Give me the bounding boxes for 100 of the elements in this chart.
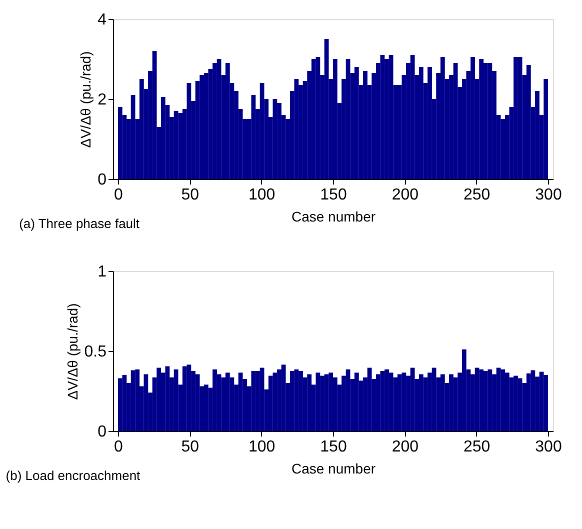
bar — [118, 107, 122, 179]
bar — [204, 73, 208, 179]
bar — [354, 67, 359, 179]
bar — [402, 372, 406, 431]
bar — [504, 372, 510, 431]
y-tick-label: 0 — [98, 424, 107, 440]
bar — [290, 371, 294, 431]
bar — [496, 368, 501, 431]
y-axis-title: ΔV/Δθ (pu./rad) — [78, 51, 94, 148]
bar — [535, 91, 540, 179]
bar — [281, 364, 286, 431]
bar — [130, 95, 136, 179]
bar — [410, 368, 415, 431]
x-tick-label: 150 — [320, 186, 347, 204]
bar — [320, 376, 324, 431]
bar — [479, 59, 484, 179]
bar — [462, 349, 466, 431]
x-tick-label: 250 — [463, 186, 490, 204]
bar — [500, 119, 506, 179]
y-axis-title: ΔV/Δθ (pu./rad) — [64, 303, 80, 400]
bar — [216, 59, 222, 179]
bar — [118, 378, 122, 431]
bar — [174, 111, 178, 179]
bar — [332, 59, 338, 179]
bar — [272, 372, 278, 431]
bar — [346, 369, 350, 431]
y-tick-label: 2 — [98, 92, 107, 108]
x-axis-title: Case number — [291, 460, 376, 476]
bar — [479, 369, 484, 431]
bar — [418, 67, 424, 179]
bar — [311, 59, 316, 179]
x-tick-label: 250 — [463, 438, 490, 456]
bar — [135, 369, 140, 431]
text: (a) Three phase fault — [19, 216, 140, 231]
bar — [152, 51, 157, 179]
bar — [500, 369, 506, 431]
bar — [432, 368, 436, 431]
x-tick-label: 50 — [181, 438, 200, 456]
bar — [139, 79, 144, 179]
bar — [316, 372, 320, 431]
bar — [174, 369, 178, 431]
x-tick-label: 150 — [320, 438, 347, 456]
bar — [526, 65, 531, 179]
bar — [238, 372, 243, 431]
bar — [410, 55, 415, 179]
bar — [260, 83, 264, 179]
bar — [156, 368, 162, 431]
bar — [518, 57, 522, 179]
y-tick-label: 0.5 — [84, 344, 107, 360]
bar — [526, 373, 531, 431]
bar — [367, 368, 372, 431]
bar — [388, 55, 394, 179]
bar — [328, 372, 334, 431]
y-tick-label: 1 — [98, 264, 107, 280]
bar — [144, 374, 148, 431]
bar — [130, 370, 136, 431]
bar — [251, 95, 256, 179]
bar — [122, 375, 127, 431]
bar — [483, 371, 488, 431]
bar — [544, 79, 548, 179]
bar — [376, 374, 380, 431]
bar — [294, 369, 299, 431]
bar — [324, 374, 329, 431]
bar — [363, 71, 368, 179]
x-tick-label: 300 — [535, 438, 562, 456]
bar — [186, 364, 192, 431]
bar — [453, 63, 458, 179]
x-tick-label: 200 — [392, 438, 419, 456]
x-axis-title: Case number — [291, 208, 376, 224]
bar — [418, 374, 424, 431]
bar — [204, 384, 208, 431]
bar — [268, 376, 273, 431]
x-tick-label: 200 — [392, 186, 419, 204]
x-tick-label: 100 — [248, 438, 276, 456]
x-tick-label: 300 — [535, 186, 562, 204]
bar — [428, 67, 432, 179]
bar — [449, 374, 454, 431]
bar — [200, 75, 204, 179]
y-tick-label: 0 — [98, 172, 107, 188]
x-tick-label: 0 — [114, 186, 124, 204]
bar — [251, 371, 256, 431]
x-tick-label: 100 — [248, 186, 276, 204]
bar — [440, 57, 445, 179]
bar — [488, 369, 492, 431]
bar — [474, 368, 480, 431]
bar — [354, 372, 359, 431]
bar — [539, 372, 544, 431]
bar — [307, 374, 312, 431]
bar — [530, 370, 536, 431]
bar — [225, 63, 230, 179]
bar — [397, 374, 402, 431]
y-tick-label: 4 — [98, 12, 107, 28]
bar — [294, 79, 299, 179]
bar — [324, 39, 329, 179]
text: (b) Load encroachment — [6, 468, 141, 483]
bar — [483, 63, 488, 179]
x-tick-label: 0 — [114, 438, 124, 456]
bar — [165, 366, 170, 431]
x-tick-label: 50 — [181, 186, 200, 204]
bar — [488, 63, 492, 179]
